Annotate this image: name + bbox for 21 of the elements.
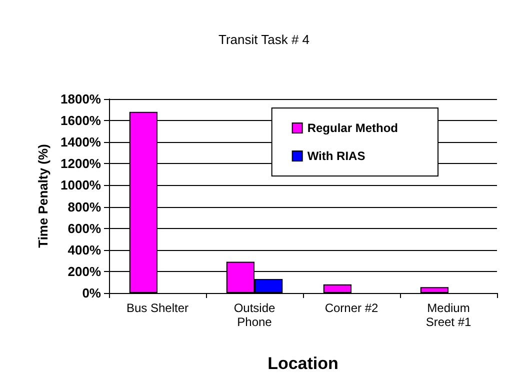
x-axis-title: Location: [268, 354, 338, 373]
y-tick-label: 1400%: [60, 134, 102, 150]
bar: [323, 284, 352, 293]
y-tick-label: 1800%: [60, 92, 102, 106]
y-axis-title: Time Penalty (%): [36, 144, 51, 248]
y-tick-label: 800%: [68, 199, 102, 214]
y-tick-label: 0%: [82, 286, 102, 300]
y-tick-label: 1200%: [60, 156, 102, 172]
y-tick-label: 1000%: [60, 178, 102, 193]
x-tick-label: Outside Phone: [234, 301, 276, 329]
y-tick-label: 600%: [68, 220, 102, 236]
legend-label: Regular Method: [307, 121, 398, 135]
bar: [420, 287, 448, 293]
x-tick-label: Corner #2: [324, 301, 378, 315]
y-tick-label: 1600%: [60, 113, 102, 128]
y-tick-label: 200%: [68, 264, 102, 279]
x-tick-label: Medium Sreet #1: [426, 301, 472, 329]
x-tick-label: Bus Shelter: [126, 301, 189, 315]
y-tick-label: 400%: [68, 242, 102, 258]
legend-label: With RIAS: [307, 149, 366, 163]
chart-title: Transit Task # 4: [218, 32, 310, 47]
